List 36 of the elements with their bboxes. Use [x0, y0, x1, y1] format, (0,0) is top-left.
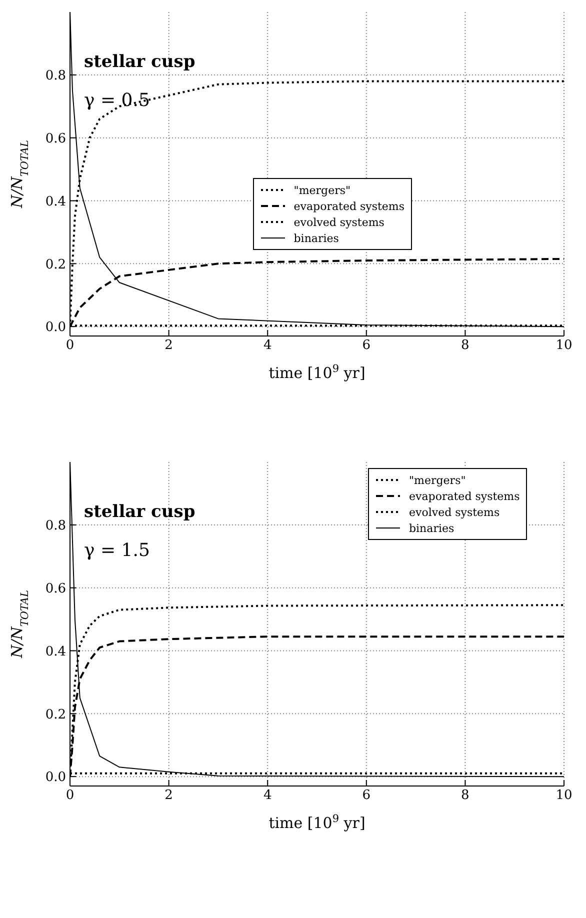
y-tick-label: 0.4 — [45, 644, 66, 660]
x-tick-label: 6 — [362, 338, 371, 354]
legend-label: binaries — [294, 232, 339, 245]
y-tick-label: 0.8 — [45, 518, 66, 534]
annotation: γ = 1.5 — [84, 540, 150, 561]
x-tick-label: 4 — [263, 338, 272, 354]
legend-label: evolved systems — [294, 216, 384, 229]
x-tick-label: 4 — [263, 788, 272, 804]
legend-label: evaporated systems — [409, 490, 520, 502]
x-tick-label: 0 — [66, 338, 74, 354]
x-tick-label: 10 — [556, 788, 572, 804]
y-tick-label: 0.6 — [45, 131, 66, 146]
y-tick-label: 0.4 — [45, 194, 66, 210]
y-tick-label: 0.6 — [45, 581, 66, 596]
legend-label: "mergers" — [294, 184, 351, 197]
legend-label: binaries — [409, 522, 454, 534]
x-tick-label: 2 — [164, 788, 173, 804]
x-tick-label: 2 — [164, 338, 173, 354]
x-axis-title: time [10$^{9}$ yr] — [268, 813, 366, 832]
x-axis-title: time [10$^{9}$ yr] — [268, 363, 366, 382]
x-tick-label: 8 — [461, 788, 470, 804]
annotation: stellar cusp — [84, 502, 196, 522]
y-tick-label: 0.2 — [45, 257, 66, 272]
x-tick-label: 6 — [362, 788, 371, 804]
y-tick-label: 0.2 — [45, 707, 66, 722]
y-tick-label: 0.0 — [45, 320, 66, 336]
annotation: γ = 0.5 — [84, 90, 150, 111]
annotation: stellar cusp — [84, 52, 196, 72]
x-tick-label: 10 — [556, 338, 572, 354]
y-tick-label: 0.0 — [45, 770, 66, 786]
x-tick-label: 8 — [461, 338, 470, 354]
x-tick-label: 0 — [66, 788, 74, 804]
legend-label: evolved systems — [409, 506, 500, 518]
y-tick-label: 0.8 — [45, 68, 66, 84]
legend-label: evaporated systems — [294, 200, 405, 213]
legend-label: "mergers" — [409, 474, 466, 486]
